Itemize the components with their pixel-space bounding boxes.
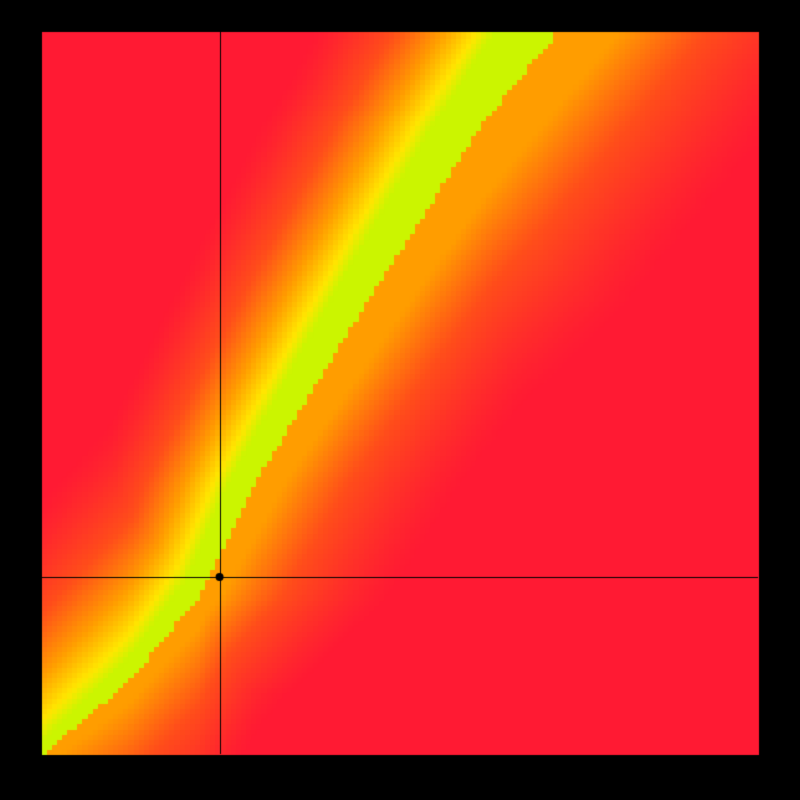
chart-container: { "source_watermark": "TheBottlenecker.c… (0, 0, 800, 800)
bottleneck-heatmap (0, 0, 800, 800)
